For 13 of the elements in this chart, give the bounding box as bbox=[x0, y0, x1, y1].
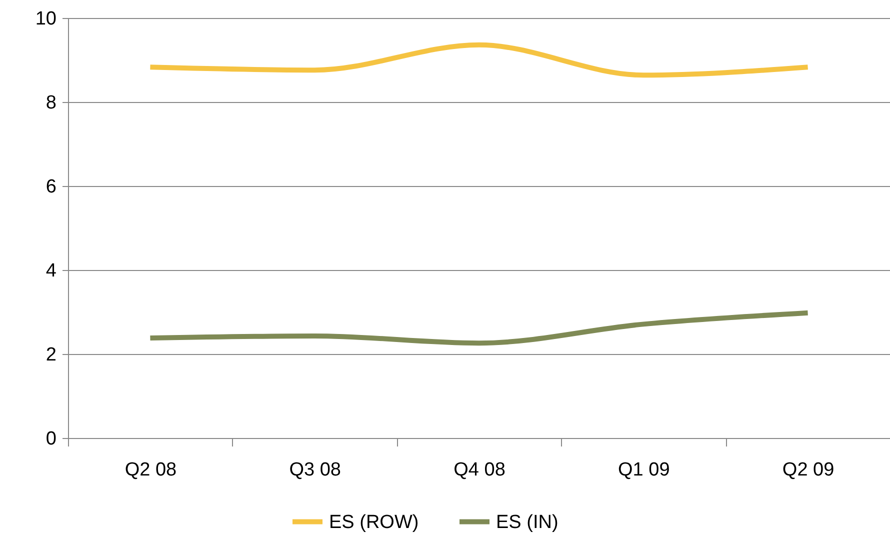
x-tick-label: Q2 09 bbox=[782, 460, 834, 480]
x-tick-label: Q4 08 bbox=[454, 460, 506, 480]
x-tick-label: Q1 09 bbox=[618, 460, 670, 480]
y-tick-label: 0 bbox=[46, 428, 56, 450]
y-tick-label: 2 bbox=[46, 344, 56, 366]
legend-label: ES (ROW) bbox=[329, 512, 419, 533]
y-tick-label: 6 bbox=[46, 176, 56, 198]
x-tick-label: Q2 08 bbox=[124, 460, 177, 480]
legend-label: ES (IN) bbox=[496, 512, 558, 533]
y-tick-label: 10 bbox=[35, 8, 56, 30]
y-tick-label: 8 bbox=[46, 92, 56, 114]
x-tick-label: Q3 08 bbox=[289, 460, 341, 480]
y-tick-label: 4 bbox=[46, 260, 57, 282]
